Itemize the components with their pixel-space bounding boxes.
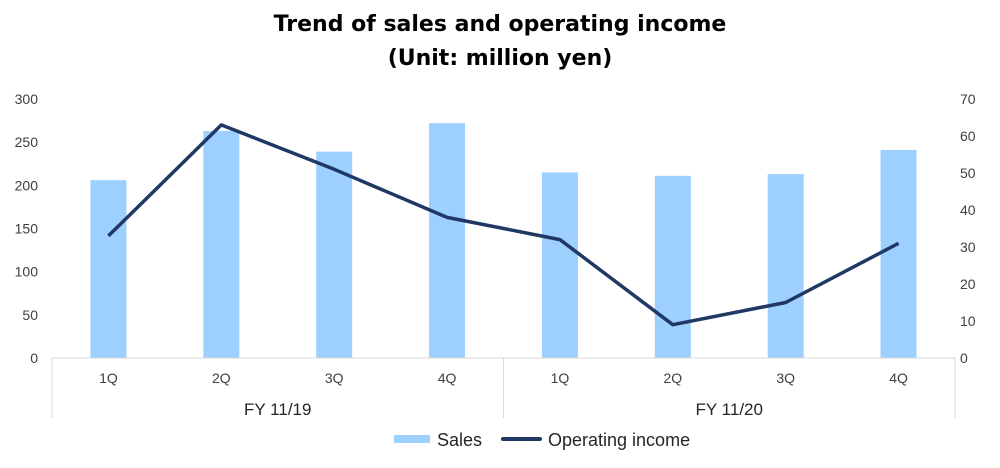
x-axis-tick-label: 2Q	[212, 370, 231, 386]
right-axis-tick-label: 0	[960, 350, 968, 366]
operating-income-line	[107, 123, 900, 327]
sales-bar	[767, 174, 804, 358]
sales-bar	[316, 151, 353, 358]
left-axis-tick-label: 250	[15, 134, 39, 150]
legend-sales-label: Sales	[437, 430, 482, 450]
right-axis-tick-label: 60	[960, 128, 976, 144]
sales-bar	[880, 149, 917, 358]
right-axis-tick-label: 70	[960, 91, 976, 107]
group-label: FY 11/20	[696, 400, 763, 419]
left-axis-tick-label: 150	[15, 221, 39, 237]
right-axis-tick-label: 40	[960, 202, 976, 218]
left-axis-tick-label: 0	[30, 350, 38, 366]
x-axis-tick-label: 1Q	[99, 370, 118, 386]
sales-bar	[429, 123, 466, 358]
left-axis-tick-label: 200	[15, 177, 39, 193]
chart-title-line2: (Unit: million yen)	[387, 46, 613, 71]
sales-bar	[654, 175, 691, 358]
sales-bar	[203, 130, 240, 358]
sales-bar	[541, 172, 578, 358]
legend-operating-income-label: Operating income	[548, 430, 690, 450]
x-axis-tick-label: 2Q	[663, 370, 682, 386]
right-axis-tick-label: 30	[960, 239, 976, 255]
chart-title-line1: Trend of sales and operating income	[273, 12, 727, 37]
group-label: FY 11/19	[244, 400, 311, 419]
x-axis-tick-label: 4Q	[438, 370, 457, 386]
right-axis-tick-label: 10	[960, 313, 976, 329]
left-axis-tick-label: 100	[15, 264, 39, 280]
right-axis-tick-label: 20	[960, 276, 976, 292]
left-axis-tick-label: 300	[15, 91, 39, 107]
x-axis-tick-label: 1Q	[551, 370, 570, 386]
x-axis-tick-label: 3Q	[325, 370, 344, 386]
sales-bar	[90, 180, 127, 358]
x-axis-tick-label: 4Q	[889, 370, 908, 386]
legend-sales-swatch	[394, 435, 430, 443]
left-axis-tick-label: 50	[22, 307, 38, 323]
x-axis-tick-label: 3Q	[776, 370, 795, 386]
right-axis-tick-label: 50	[960, 165, 976, 181]
